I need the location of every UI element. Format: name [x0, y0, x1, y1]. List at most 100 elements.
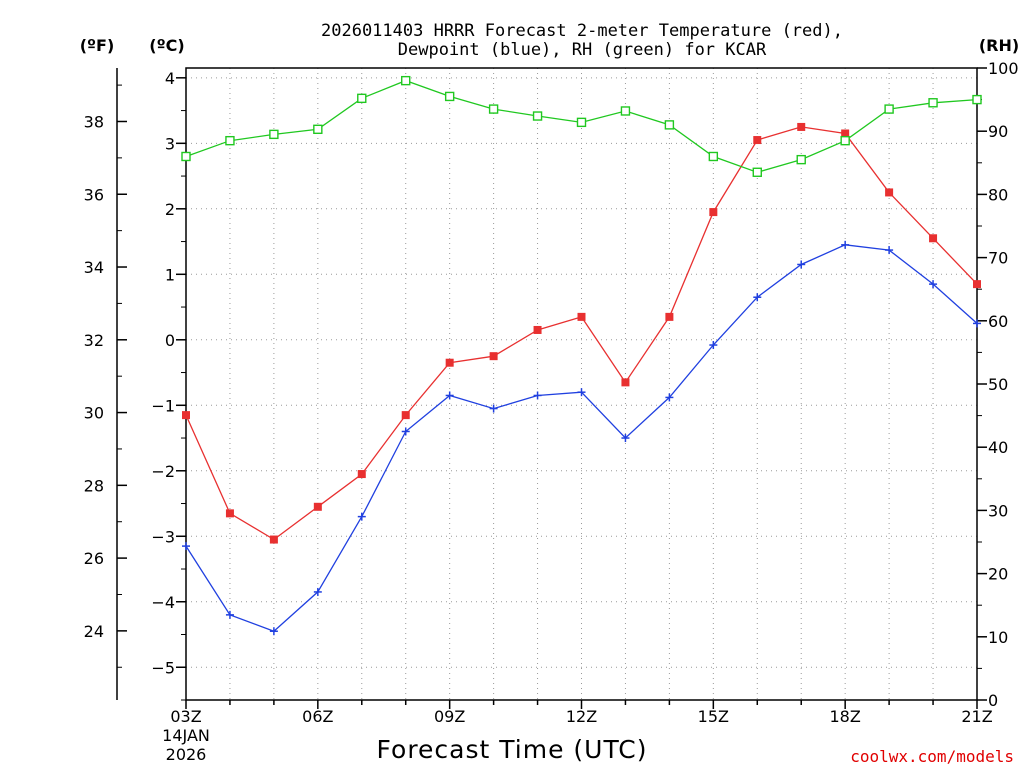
rh-tick-label: 0 [988, 691, 998, 710]
rh-point [181, 151, 191, 162]
fahrenheit-tick-label: 38 [84, 112, 104, 131]
rh-tick-label: 20 [988, 565, 1008, 584]
rh-point [972, 94, 982, 105]
series [181, 75, 982, 636]
x-tick-label: 15Z [698, 707, 729, 726]
temperature-point [665, 312, 674, 321]
dewpoint-point [929, 280, 938, 289]
dewpoint-point [753, 293, 762, 302]
x-tick-label: 18Z [830, 707, 861, 726]
temperature-point [709, 208, 718, 217]
temperature-point [797, 122, 806, 131]
celsius-tick-label: −5 [151, 658, 175, 677]
x-tick-label: 21Z [961, 707, 992, 726]
rh-point [225, 135, 235, 146]
rh-point [664, 120, 675, 130]
celsius-tick-label: 0 [165, 331, 175, 350]
rh-tick-label: 40 [988, 438, 1008, 457]
dewpoint-point [885, 246, 894, 255]
dewpoint-point [709, 341, 718, 350]
rh-point [269, 129, 279, 140]
rh-tick-label: 50 [988, 375, 1008, 394]
rh-point [401, 75, 411, 86]
temperature-point [533, 325, 542, 334]
rh-tick-label: 90 [988, 122, 1008, 141]
dewpoint-point [182, 542, 190, 551]
fahrenheit-tick-label: 36 [84, 185, 104, 204]
temperature-point [753, 136, 762, 145]
rh-tick-label: 10 [988, 628, 1008, 647]
rh-tick-label: 30 [988, 501, 1008, 520]
tick-labels: 03Z 06Z 09Z 12Z 15Z 18Z 21Z43210−1−2−3−4−53836… [84, 59, 1019, 726]
chart-title-line2: Dewpoint (blue), RH (green) for KCAR [398, 40, 767, 60]
temperature-point [841, 129, 850, 138]
date-label-year: 2026 [166, 745, 207, 764]
dewpoint-point [401, 427, 410, 436]
temperature-point [313, 502, 322, 511]
dewpoint-point [269, 627, 278, 636]
rh-tick-label: 80 [988, 185, 1008, 204]
celsius-tick-label: 3 [165, 134, 175, 153]
x-tick-label: 12Z [566, 707, 597, 726]
celsius-tick-label: −2 [151, 462, 175, 481]
temperature-point [885, 188, 894, 197]
temperature-point [577, 312, 586, 321]
celsius-axis-unit: (ºC) [149, 36, 184, 55]
x-axis-label: Forecast Time (UTC) [377, 735, 648, 764]
dewpoint-point [313, 587, 322, 596]
temperature-point [445, 358, 454, 367]
tick-marks [117, 67, 987, 709]
dewpoint-point [665, 393, 674, 402]
temperature-point [401, 411, 410, 420]
temperature-point [489, 352, 498, 361]
rh-point [532, 111, 543, 121]
rh-point [313, 124, 323, 135]
temperature-point [225, 509, 234, 518]
celsius-tick-label: −3 [151, 527, 175, 546]
celsius-tick-label: 4 [165, 69, 175, 88]
rh-point [488, 104, 499, 114]
rh-point [796, 154, 806, 165]
dewpoint-point [797, 260, 806, 269]
dewpoint-point [489, 404, 498, 413]
rh-point [928, 98, 938, 108]
dewpoint-point [533, 391, 542, 400]
temperature-point [182, 411, 190, 420]
rh-point [840, 135, 850, 146]
rh-tick-label: 70 [988, 249, 1008, 268]
temperature-point [269, 535, 278, 544]
rh-point [708, 151, 719, 162]
dewpoint-point [357, 512, 366, 521]
celsius-tick-label: 2 [165, 200, 175, 219]
dewpoint-point [225, 610, 234, 619]
dewpoint-point [445, 391, 454, 400]
rh-point [884, 104, 894, 114]
fahrenheit-tick-label: 32 [84, 331, 104, 350]
rh-point [357, 93, 367, 104]
dewpoint-point [621, 434, 630, 443]
temperature-point [621, 378, 630, 387]
credit-text: coolwx.com/models [850, 747, 1014, 766]
axes [116, 67, 978, 701]
fahrenheit-tick-label: 28 [84, 476, 104, 495]
fahrenheit-tick-label: 26 [84, 549, 104, 568]
grid [186, 68, 977, 700]
temperature-point [973, 280, 981, 289]
x-tick-label: 03Z [170, 707, 201, 726]
rh-tick-label: 100 [988, 59, 1019, 78]
rh-point [576, 117, 587, 128]
celsius-tick-label: −4 [151, 593, 175, 612]
dewpoint-point [577, 388, 586, 397]
temperature-point [357, 470, 366, 479]
rh-tick-label: 60 [988, 312, 1008, 331]
fahrenheit-tick-label: 24 [84, 622, 104, 641]
rh-point [444, 91, 455, 102]
x-tick-label: 06Z [302, 707, 333, 726]
celsius-tick-label: −1 [151, 396, 175, 415]
temperature-point [929, 234, 938, 243]
fahrenheit-tick-label: 30 [84, 404, 104, 423]
dewpoint-point [973, 319, 981, 328]
date-label-day: 14JAN [162, 726, 210, 745]
